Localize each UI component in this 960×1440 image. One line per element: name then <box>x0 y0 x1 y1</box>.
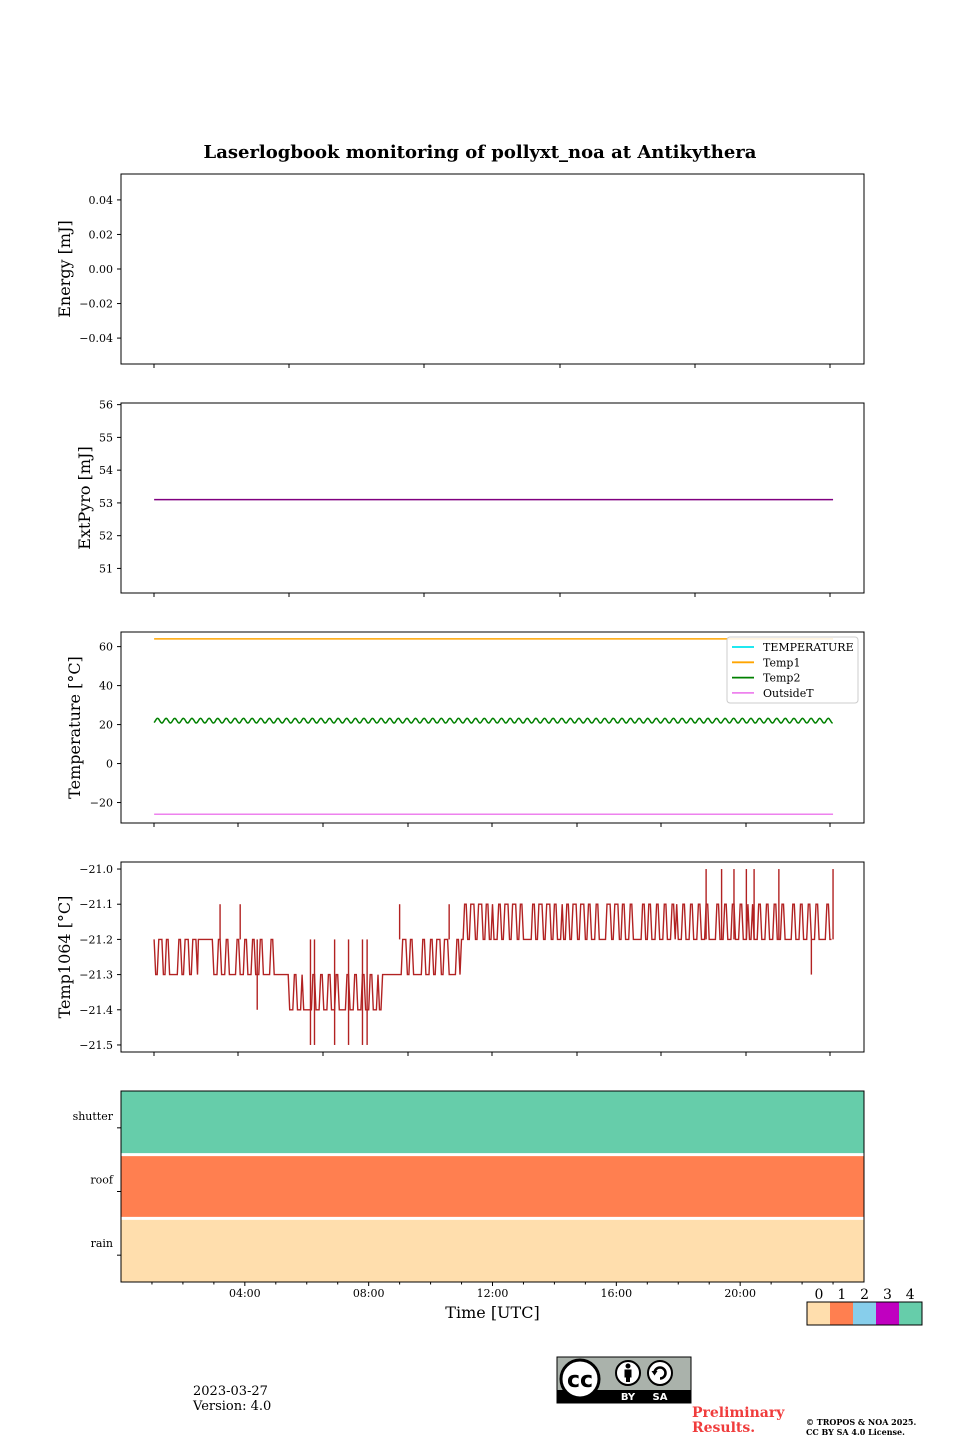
y-tick-label: 0.04 <box>89 194 114 207</box>
y-tick-label: −21.0 <box>79 863 113 876</box>
panel-5: shutter roof rain 04:00 08:00 12:00 16:00 20:00… <box>73 1090 923 1326</box>
colorbar-cell-0 <box>807 1302 830 1325</box>
copyright-line-2: CC BY SA 4.0 License. <box>806 1427 905 1437</box>
colorbar-cell-3 <box>876 1302 899 1325</box>
y-tick-label: −21.2 <box>79 933 113 946</box>
copyright-note: © TROPOS & NOA 2025. CC BY SA 4.0 Licens… <box>806 1417 916 1437</box>
y-tick-label: 54 <box>99 464 113 477</box>
y-tick-label: −21.5 <box>79 1039 113 1052</box>
y-axis-label: Temp1064 [°C] <box>55 896 74 1019</box>
status-band-roof <box>121 1154 864 1219</box>
x-tick-label: 12:00 <box>477 1287 509 1300</box>
y-tick-label: −21.3 <box>79 969 113 982</box>
y-tick-label: −20 <box>90 797 113 810</box>
y-tick-label: −0.02 <box>79 298 113 311</box>
y-tick-label: 0.00 <box>89 263 114 276</box>
y-tick-label: 56 <box>99 399 113 412</box>
panel-4: −21.0 −21.1 −21.2 −21.3 −21.4 −21.5 Temp1064 [… <box>55 861 865 1056</box>
copyright-line-1: © TROPOS & NOA 2025. <box>806 1417 917 1427</box>
y-tick-label: 0.02 <box>89 228 114 241</box>
colorbar-cell-1 <box>830 1302 853 1325</box>
legend-entry-temperature: TEMPERATURE <box>763 641 854 654</box>
y-tick-label: 52 <box>99 530 113 543</box>
x-tick-label: 08:00 <box>353 1287 385 1300</box>
sa-icon <box>647 1360 673 1386</box>
x-tick-label: 04:00 <box>229 1287 261 1300</box>
preliminary-line-2: Results. <box>692 1420 756 1436</box>
legend-entry-outsidet: OutsideT <box>763 687 814 700</box>
by-icon <box>615 1360 641 1386</box>
plot-area <box>153 638 834 815</box>
cc-by-sa-logo: cc BY SA <box>556 1356 692 1404</box>
y-axis-label: Temperature [°C] <box>65 656 84 799</box>
svg-text:cc: cc <box>567 1368 593 1393</box>
plot-area <box>153 869 834 1045</box>
y-axis-label: ExtPyro [mJ] <box>75 446 94 549</box>
status-row-label-roof: roof <box>90 1174 114 1187</box>
colorbar-label-1: 1 <box>837 1287 846 1303</box>
panel-2: 56 55 54 53 52 51 ExtPyro [mJ] <box>75 399 865 597</box>
x-tick-label: 16:00 <box>600 1287 632 1300</box>
panel-3: 60 40 20 0 −20 Temperature [°C] TEMPERATURE Tem… <box>65 631 865 827</box>
y-tick-label: 0 <box>106 758 113 771</box>
status-band-shutter <box>121 1091 864 1155</box>
x-axis-label: Time [UTC] <box>445 1303 539 1322</box>
footer-version: Version: 4.0 <box>193 1399 272 1414</box>
axes-frame <box>120 402 865 594</box>
preliminary-line-1: Preliminary <box>692 1405 785 1421</box>
y-tick-label: 40 <box>99 680 113 693</box>
legend-entry-temp2: Temp2 <box>763 672 800 685</box>
y-tick-label: −0.04 <box>79 332 113 345</box>
series-line-temp2 <box>153 717 833 724</box>
y-tick-label: 20 <box>99 719 113 732</box>
panel-1: 0.04 0.02 0.00 −0.02 −0.04 Energy [mJ] <box>55 173 865 368</box>
footer-date-version: 2023-03-27 Version: 4.0 <box>193 1384 271 1414</box>
status-row-label-shutter: shutter <box>73 1110 114 1123</box>
colorbar-label-0: 0 <box>815 1287 824 1303</box>
legend: TEMPERATURE Temp1 Temp2 OutsideT <box>726 636 859 704</box>
colorbar-frame <box>806 1301 923 1326</box>
y-tick-label: 55 <box>99 431 113 444</box>
colorbar-label-4: 4 <box>906 1287 915 1303</box>
colorbar-label-2: 2 <box>860 1287 869 1303</box>
y-tick-label: 51 <box>99 562 113 575</box>
y-tick-label: −21.1 <box>79 898 113 911</box>
y-tick-label: 53 <box>99 497 113 510</box>
y-tick-label: −21.4 <box>79 1004 113 1017</box>
legend-frame <box>726 636 859 704</box>
legend-entry-temp1: Temp1 <box>763 656 800 669</box>
status-row-label-rain: rain <box>91 1237 113 1250</box>
temp1064-line <box>153 903 832 1011</box>
footer-date: 2023-03-27 <box>193 1384 268 1399</box>
y-tick-label: 60 <box>99 641 113 654</box>
figure-title: Laserlogbook monitoring of pollyxt_noa a… <box>204 142 757 163</box>
colorbar-cell-4 <box>899 1302 922 1325</box>
y-axis-label: Energy [mJ] <box>55 220 74 318</box>
status-band-rain <box>121 1218 864 1282</box>
colorbar-label-3: 3 <box>883 1287 892 1303</box>
axes-frame <box>120 861 865 1053</box>
preliminary-results-note: Preliminary Results. <box>692 1406 784 1436</box>
x-tick-label: 20:00 <box>724 1287 756 1300</box>
axes-frame <box>120 173 865 365</box>
svg-text:BY: BY <box>621 1392 636 1403</box>
svg-text:SA: SA <box>653 1392 668 1403</box>
colorbar-cell-2 <box>853 1302 876 1325</box>
